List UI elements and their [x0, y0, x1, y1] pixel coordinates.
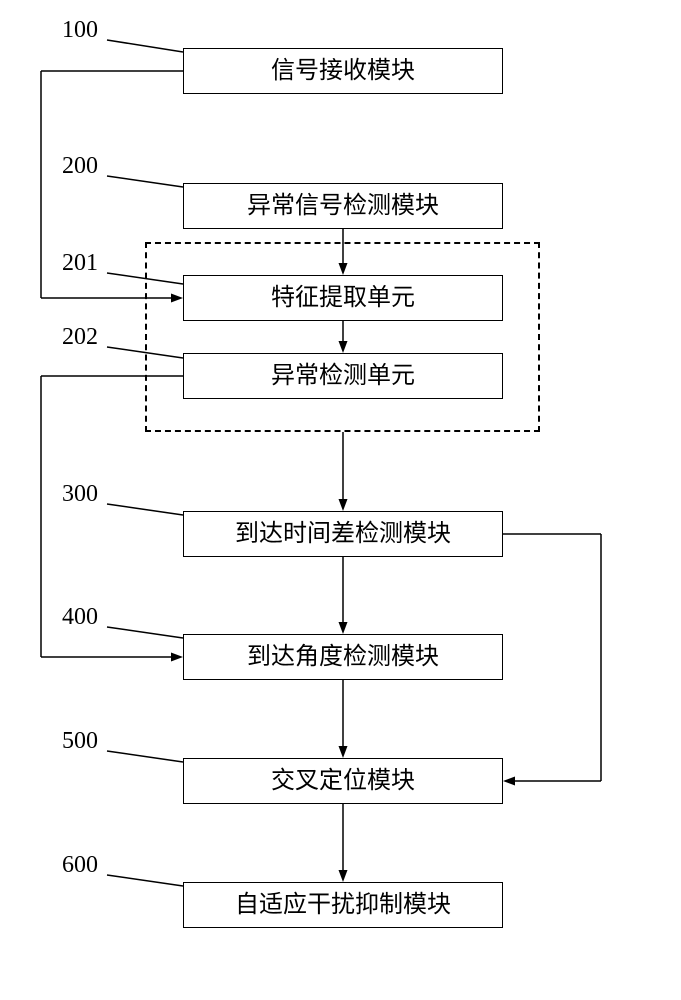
box-adaptive-interference-suppress-module: 自适应干扰抑制模块 — [183, 882, 503, 928]
ref-label-300: 300 — [62, 481, 98, 508]
ref-label-400: 400 — [62, 604, 98, 631]
box-anomaly-signal-detect-module: 异常信号检测模块 — [183, 183, 503, 229]
ref-label-500: 500 — [62, 728, 98, 755]
box-label: 异常检测单元 — [271, 362, 415, 391]
box-feature-extract-unit: 特征提取单元 — [183, 275, 503, 321]
box-label: 自适应干扰抑制模块 — [235, 891, 451, 920]
box-label: 到达时间差检测模块 — [235, 520, 451, 549]
ref-label-100: 100 — [62, 17, 98, 44]
ref-label-201: 201 — [62, 250, 98, 277]
ref-label-600: 600 — [62, 852, 98, 879]
box-anomaly-detect-unit: 异常检测单元 — [183, 353, 503, 399]
box-label: 异常信号检测模块 — [247, 192, 439, 221]
box-tdoa-detect-module: 到达时间差检测模块 — [183, 511, 503, 557]
box-label: 到达角度检测模块 — [247, 643, 439, 672]
box-label: 信号接收模块 — [271, 57, 415, 86]
box-signal-receive-module: 信号接收模块 — [183, 48, 503, 94]
box-label: 交叉定位模块 — [271, 767, 415, 796]
dashed-group-anomaly-detection — [145, 242, 540, 432]
box-label: 特征提取单元 — [271, 284, 415, 313]
ref-label-202: 202 — [62, 324, 98, 351]
box-cross-locate-module: 交叉定位模块 — [183, 758, 503, 804]
box-aoa-detect-module: 到达角度检测模块 — [183, 634, 503, 680]
ref-label-200: 200 — [62, 153, 98, 180]
